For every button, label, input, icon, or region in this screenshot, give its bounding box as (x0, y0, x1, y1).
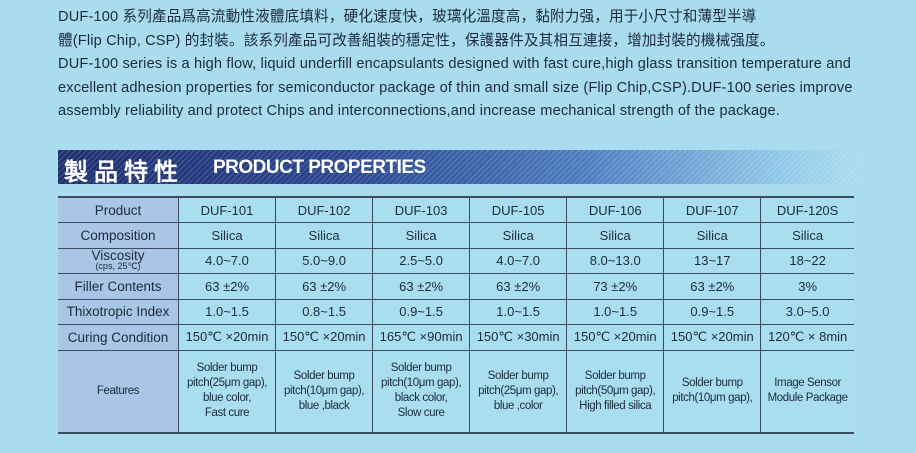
table-cell: 0.9~1.5 (663, 298, 762, 325)
table-cell: Solder bump pitch(10μm gap), blue ,black (275, 349, 374, 434)
table-cell: 63 ±2% (469, 273, 568, 300)
table-cell: Silica (372, 222, 471, 249)
table-cell: 4.0~7.0 (177, 247, 277, 274)
table-cell: Solder bump pitch(10μm gap), black color… (372, 349, 471, 434)
table-cell: 63 ±2% (372, 273, 471, 300)
table-row: Product DUF-101 DUF-102 DUF-103 DUF-105 DUF-1… (58, 196, 854, 223)
section-title-en: PRODUCT PROPERTIES (213, 157, 426, 178)
table-row: Curing Condition 150℃ ×20min 150℃ ×20min 16… (58, 324, 854, 351)
table-cell: DUF-105 (469, 196, 568, 223)
row-label: Curing Condition (58, 324, 179, 351)
table-cell: 5.0~9.0 (275, 247, 374, 274)
row-label: Filler Contents (58, 273, 179, 300)
table-cell: Silica (177, 222, 277, 249)
table-cell: DUF-101 (177, 196, 277, 223)
table-cell: Silica (469, 222, 568, 249)
table-cell: 165℃ ×90min (372, 324, 471, 351)
table-cell: DUF-106 (566, 196, 665, 223)
table-row: Thixotropic Index 1.0~1.5 0.8~1.5 0.9~1.5 1.… (58, 298, 854, 325)
table-cell: DUF-120S (760, 196, 854, 223)
table-cell: Image Sensor Module Package (760, 349, 854, 434)
table-cell: 150℃ ×20min (275, 324, 374, 351)
table-row: Composition Silica Silica Silica Silica Silic… (58, 222, 854, 249)
intro-en: DUF-100 series is a high flow, liquid un… (58, 56, 853, 119)
row-sublabel: (cps, 25℃) (95, 261, 141, 272)
table-cell: 4.0~7.0 (469, 247, 568, 274)
table-cell: 3.0~5.0 (760, 298, 854, 325)
section-header-bar: 製品特性 PRODUCT PROPERTIES (58, 150, 858, 186)
table-cell: Solder bump pitch(25μm gap), blue ,color (469, 349, 568, 434)
table-cell: Silica (663, 222, 762, 249)
table-cell: DUF-103 (372, 196, 471, 223)
table-cell: DUF-102 (275, 196, 374, 223)
table-cell: 1.0~1.5 (177, 298, 277, 325)
table-cell: 73 ±2% (566, 273, 665, 300)
table-cell: 0.8~1.5 (275, 298, 374, 325)
table-cell: 0.9~1.5 (372, 298, 471, 325)
table-cell: Silica (566, 222, 665, 249)
table-cell: 150℃ ×30min (469, 324, 568, 351)
product-properties-table: Product DUF-101 DUF-102 DUF-103 DUF-105 DUF-1… (58, 196, 854, 434)
intro-zh-line1: DUF-100 系列產品爲高流動性液體底填料，硬化速度快，玻璃化溫度高，黏附力强… (58, 9, 757, 25)
table-cell: 1.0~1.5 (566, 298, 665, 325)
row-label: Viscosity (cps, 25℃) (58, 247, 179, 274)
table-cell: 63 ±2% (275, 273, 374, 300)
table-cell: 63 ±2% (177, 273, 277, 300)
table-cell: 150℃ ×20min (566, 324, 665, 351)
section-title-zh: 製品特性 (64, 159, 184, 186)
table-cell: 13~17 (663, 247, 762, 274)
table-cell: 3% (760, 273, 854, 300)
table-cell: Solder bump pitch(25μm gap), blue color,… (177, 349, 277, 434)
table-row: Features Solder bump pitch(25μm gap), blu… (58, 349, 854, 434)
table-cell: Solder bump pitch(50μm gap), High filled… (566, 349, 665, 434)
table-cell: Silica (275, 222, 374, 249)
table-cell: 150℃ ×20min (177, 324, 277, 351)
table-cell: 2.5~5.0 (372, 247, 471, 274)
row-label: Product (58, 196, 179, 223)
table-cell: Solder bump pitch(10μm gap), (663, 349, 762, 434)
table-cell: 18~22 (760, 247, 854, 274)
intro-zh-line2: 體(Flip Chip, CSP) 的封裝。該系列產品可改善組裝的穩定性，保護器… (58, 32, 775, 49)
table-cell: Silica (760, 222, 854, 249)
intro-text: DUF-100 系列產品爲高流動性液體底填料，硬化速度快，玻璃化溫度高，黏附力强… (58, 6, 908, 124)
row-label-text: Viscosity (91, 248, 145, 264)
row-label: Features (58, 349, 179, 434)
table-row: Viscosity (cps, 25℃) 4.0~7.0 5.0~9.0 2.5~5.0… (58, 247, 854, 274)
table-row: Filler Contents 63 ±2% 63 ±2% 63 ±2% 63 ±2% 7… (58, 273, 854, 300)
row-label: Composition (58, 222, 179, 249)
table-cell: 63 ±2% (663, 273, 762, 300)
table-cell: 8.0~13.0 (566, 247, 665, 274)
table-cell: 1.0~1.5 (469, 298, 568, 325)
table-cell: 150℃ ×20min (663, 324, 762, 351)
table-cell: DUF-107 (663, 196, 762, 223)
row-label: Thixotropic Index (58, 298, 179, 325)
table-cell: 120℃ × 8min (760, 324, 854, 351)
